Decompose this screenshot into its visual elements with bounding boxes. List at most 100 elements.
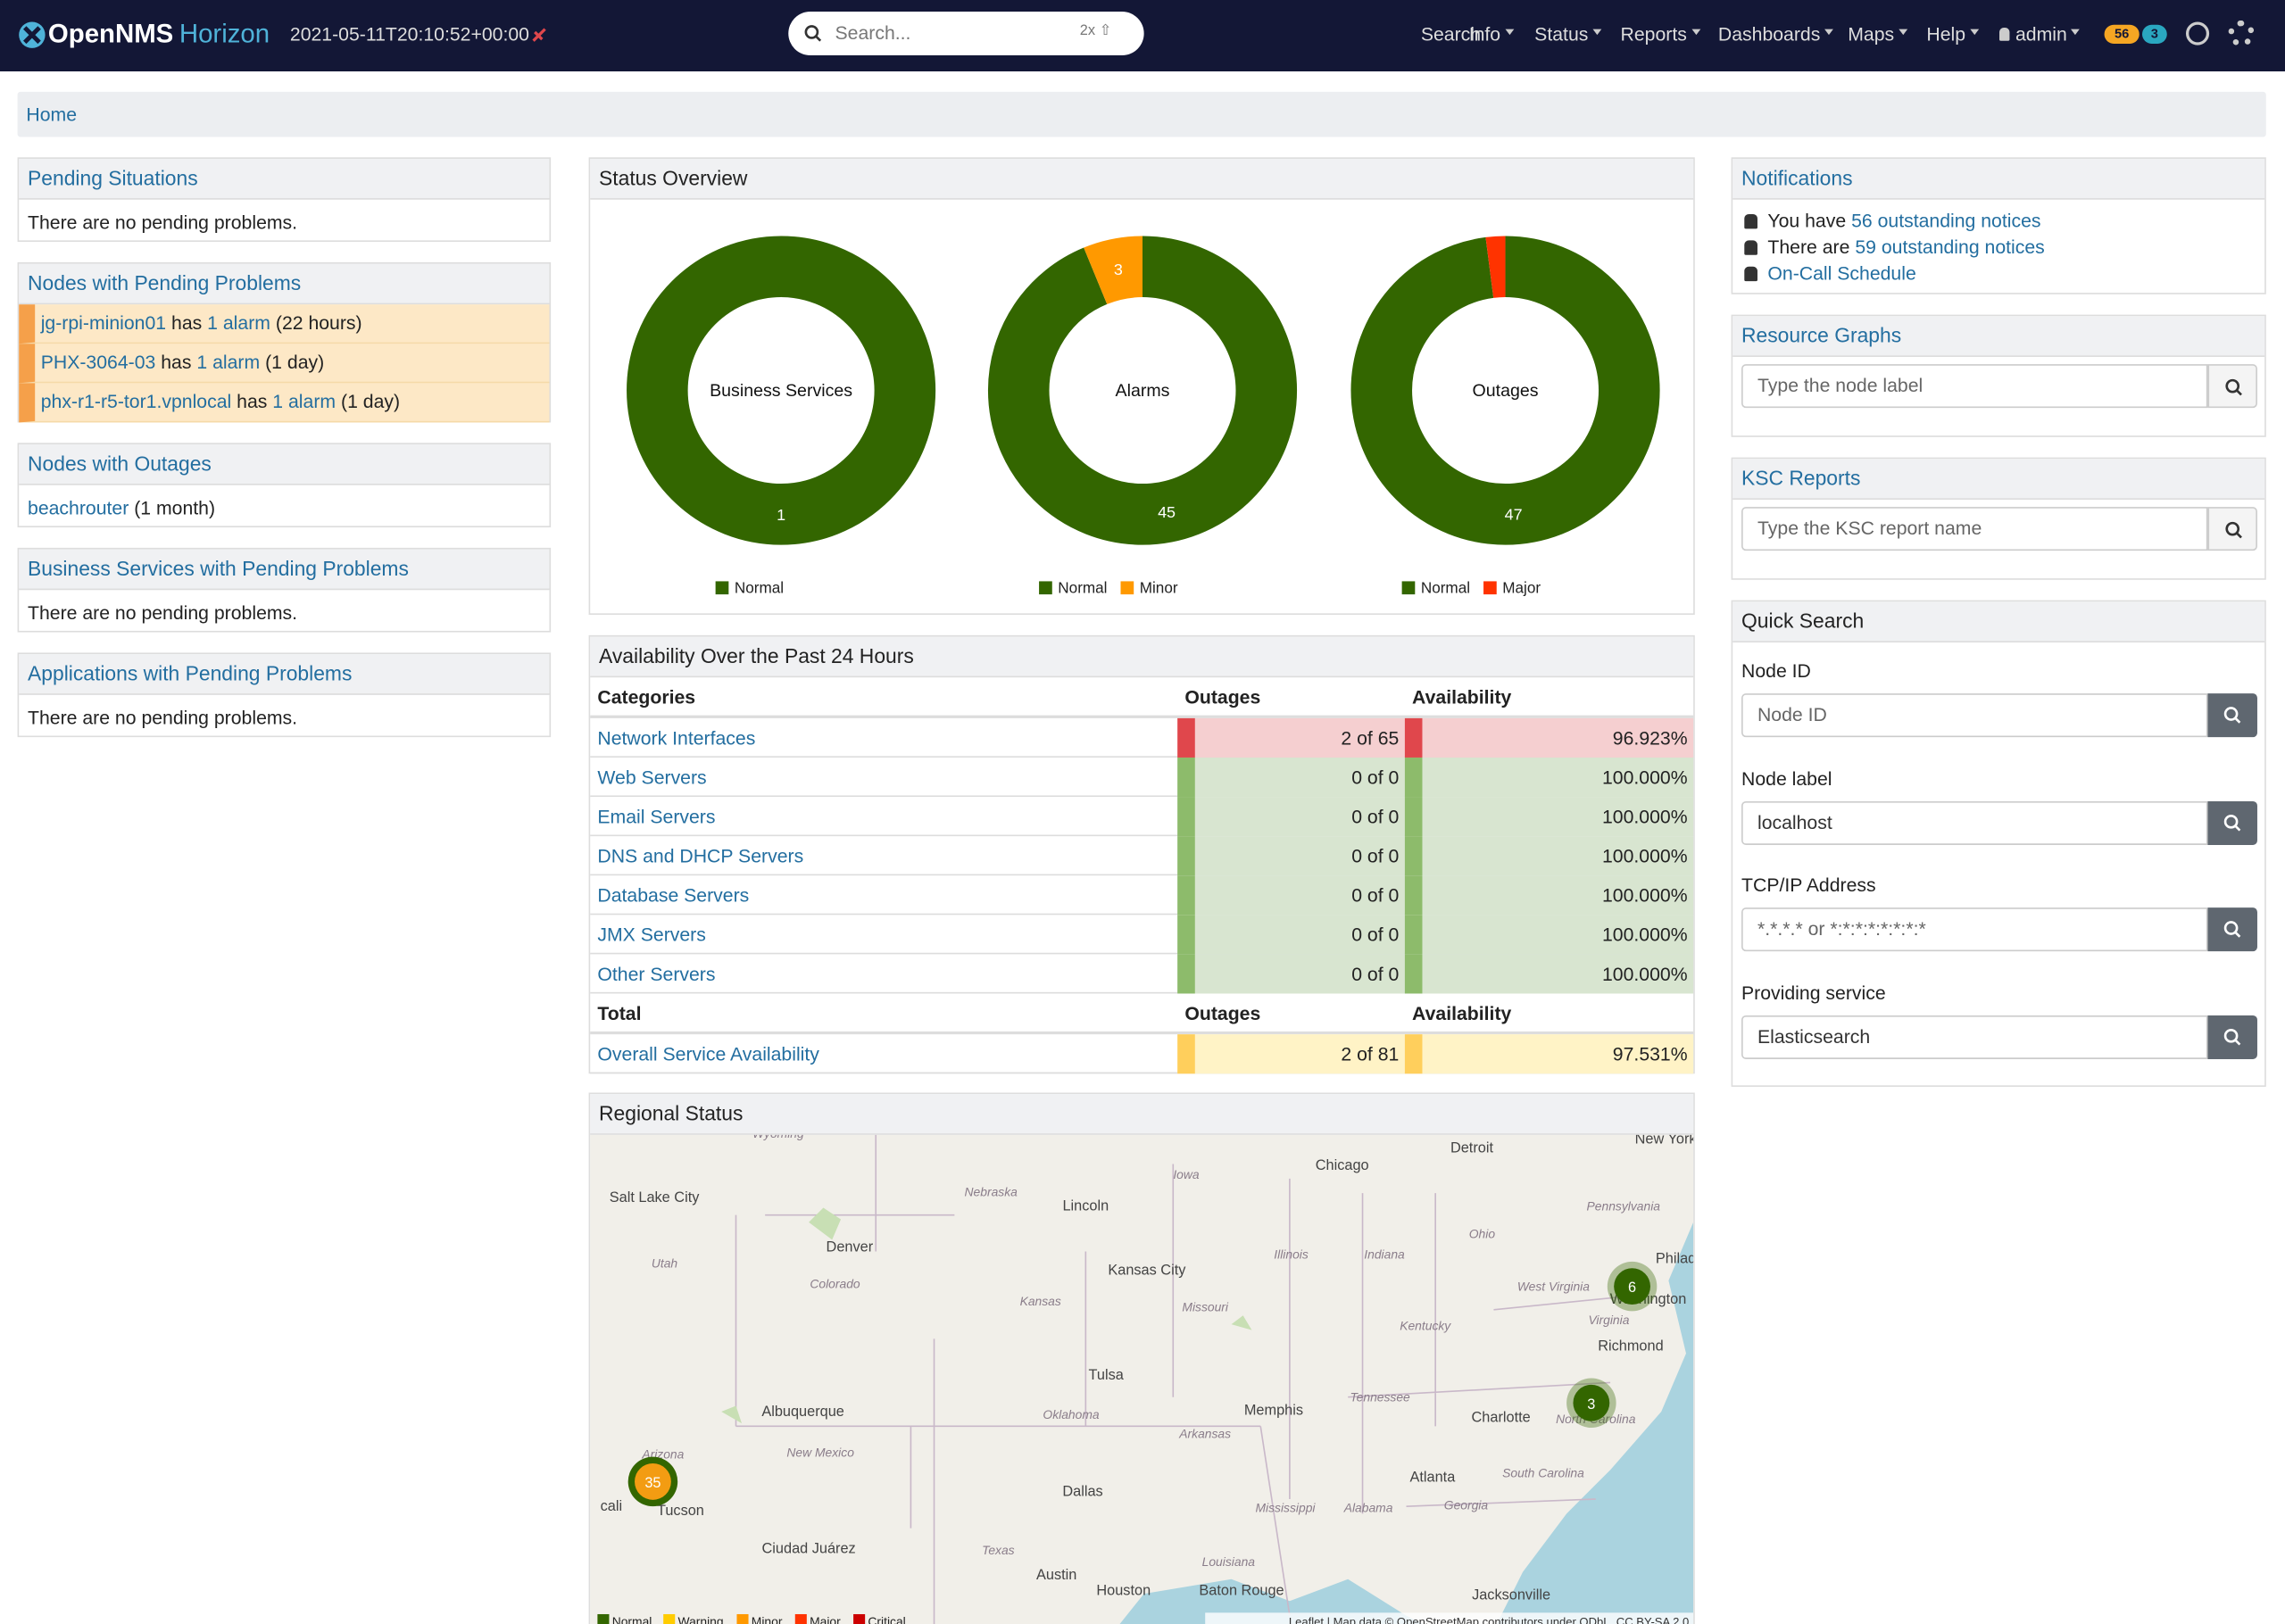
category-link[interactable]: Email Servers <box>597 805 716 828</box>
panel-header[interactable]: Applications with Pending Problems <box>19 654 550 695</box>
mute-path <box>532 28 546 42</box>
city-label: Chicago <box>1316 1157 1369 1173</box>
attribution-bg <box>1205 1612 1694 1624</box>
cluster[interactable] <box>635 1462 671 1500</box>
lens <box>2225 521 2240 536</box>
state-label: Colorado <box>810 1276 860 1290</box>
alarm-link[interactable]: 1 alarm <box>196 351 261 373</box>
add-icon[interactable] <box>2185 21 2210 46</box>
status-cell: 100.000% <box>1404 757 1694 798</box>
lens <box>2223 814 2239 828</box>
nav-item[interactable]: Help <box>1926 23 1979 46</box>
panel-header[interactable]: KSC Reports <box>1732 459 2265 500</box>
donut-slice <box>1350 236 1660 545</box>
badge[interactable]: 3 <box>2142 24 2167 44</box>
notice-link[interactable]: 56 outstanding notices <box>1851 210 2041 232</box>
navbar: OpenNMS Horizon 2021-05-11T20:10:52+00:00 S… <box>0 0 2285 71</box>
search-button[interactable] <box>2207 364 2257 409</box>
search-input[interactable]: Type the node label <box>1741 364 2208 409</box>
node-link[interactable]: PHX-3064-03 <box>40 351 156 373</box>
panel-header[interactable]: Notifications <box>1732 158 2265 200</box>
city-label: New York <box>1635 1135 1693 1148</box>
notice-link[interactable]: On-Call Schedule <box>1767 261 1916 285</box>
status-cell: 0 of 0 <box>1177 797 1405 837</box>
table-header: Outages <box>1184 685 1261 708</box>
breadcrumb-home[interactable]: Home <box>26 103 78 126</box>
panel-header[interactable]: Nodes with Outages <box>19 443 550 485</box>
panel-header[interactable]: Pending Situations <box>19 158 550 200</box>
state-label: Mississippi <box>1255 1501 1316 1515</box>
search-button[interactable] <box>2207 693 2257 738</box>
nav-item[interactable]: Maps <box>1848 23 1907 46</box>
search-input[interactable]: Type the KSC report name <box>1741 507 2208 551</box>
category-link[interactable]: DNS and DHCP Servers <box>597 844 804 867</box>
search-input[interactable]: Elasticsearch <box>1741 1015 2208 1059</box>
alarm-link[interactable]: 1 alarm <box>207 311 270 334</box>
search-box[interactable]: Search... 2x ⇧ <box>788 12 1144 56</box>
search-input[interactable]: localhost <box>1741 800 2208 845</box>
cluster[interactable] <box>1614 1268 1650 1305</box>
state-label: Georgia <box>1444 1497 1489 1512</box>
state-label: Ohio <box>1469 1227 1496 1241</box>
category-link[interactable]: Other Servers <box>597 963 716 985</box>
cluster[interactable] <box>1573 1384 1610 1421</box>
nav-item[interactable]: Reports <box>1621 23 1700 46</box>
search-input[interactable]: *.*.*.* or *:*:*:*:*:*:*:* <box>1741 907 2208 952</box>
search-button[interactable] <box>2207 800 2257 845</box>
alarm-link[interactable]: 1 alarm <box>272 390 337 413</box>
city-label: Baton Rouge <box>1199 1583 1284 1599</box>
node-link[interactable]: phx-r1-r5-tor1.vpnlocal <box>40 390 232 413</box>
table-row <box>590 797 1694 837</box>
panel: Status Overview 1 Business Services Normal 4… <box>588 157 1695 615</box>
panel-header[interactable]: Business Services with Pending Problems <box>19 549 550 591</box>
donut-center-label: Outages <box>1473 381 1539 401</box>
panel: Quick Search Node ID Node ID Node label loca… <box>1731 600 2266 1087</box>
map-legend-label: Major <box>810 1614 841 1624</box>
search-button[interactable] <box>2207 507 2257 551</box>
handle <box>2234 931 2241 938</box>
slice-label: 47 <box>1505 506 1523 524</box>
slice-label: 45 <box>1158 503 1176 521</box>
map-legend-swatch <box>853 1613 866 1624</box>
table-row <box>590 1034 1694 1074</box>
cell-text: 0 of 0 <box>1351 924 1400 946</box>
panel-header[interactable]: Resource Graphs <box>1732 316 2265 357</box>
settings-icon[interactable] <box>2228 20 2255 47</box>
table-row <box>590 758 1694 798</box>
pending-row: phx-r1-r5-tor1.vpnlocal has 1 alarm (1 d… <box>19 383 550 423</box>
nav-item[interactable]: Status <box>1534 23 1602 46</box>
category-link[interactable]: Network Interfaces <box>597 726 756 750</box>
search-button[interactable] <box>2207 907 2257 952</box>
state-label: Oklahoma <box>1043 1407 1099 1421</box>
nav-item[interactable]: Info <box>1469 23 1514 46</box>
city-label: Atlanta <box>1409 1469 1456 1485</box>
badge[interactable]: 56 <box>2104 24 2140 44</box>
panel: Notifications You have 56 outstanding not… <box>1731 157 2266 294</box>
nav-item[interactable]: Dashboards <box>1718 23 1834 46</box>
category-link[interactable]: Database Servers <box>597 884 750 907</box>
panel: Business Services with Pending Problems T… <box>17 547 552 633</box>
donut-center-label: Alarms <box>1116 381 1170 401</box>
panel-text: There are no pending problems. <box>28 706 298 729</box>
category-link[interactable]: Web Servers <box>597 766 707 789</box>
state-label: Louisiana <box>1202 1554 1256 1569</box>
map-legend-label: Normal <box>612 1614 652 1624</box>
nav-item[interactable]: admin <box>1999 23 2081 46</box>
search-button[interactable] <box>2207 1015 2257 1059</box>
notice-link[interactable]: 59 outstanding notices <box>1855 236 2045 258</box>
node-link[interactable]: beachrouter <box>28 496 129 519</box>
state-label: Pennsylvania <box>1587 1199 1661 1214</box>
age-text: (1 month) <box>134 496 216 519</box>
node-link[interactable]: jg-rpi-minion01 <box>40 311 167 334</box>
table-row <box>590 718 1694 758</box>
breadcrumb: Home <box>17 91 2266 137</box>
nav-label: Reports <box>1620 23 1687 46</box>
panel-header[interactable]: Nodes with Pending Problems <box>19 263 550 305</box>
cluster-count: 6 <box>1628 1280 1636 1296</box>
nav-item[interactable]: Search <box>1421 23 1481 46</box>
age-text: (1 day) <box>265 351 325 373</box>
category-link[interactable]: Overall Service Availability <box>597 1042 819 1065</box>
category-link[interactable]: JMX Servers <box>597 924 706 946</box>
search-input[interactable]: Node ID <box>1741 693 2208 738</box>
table-header: Availability <box>1412 685 1512 708</box>
